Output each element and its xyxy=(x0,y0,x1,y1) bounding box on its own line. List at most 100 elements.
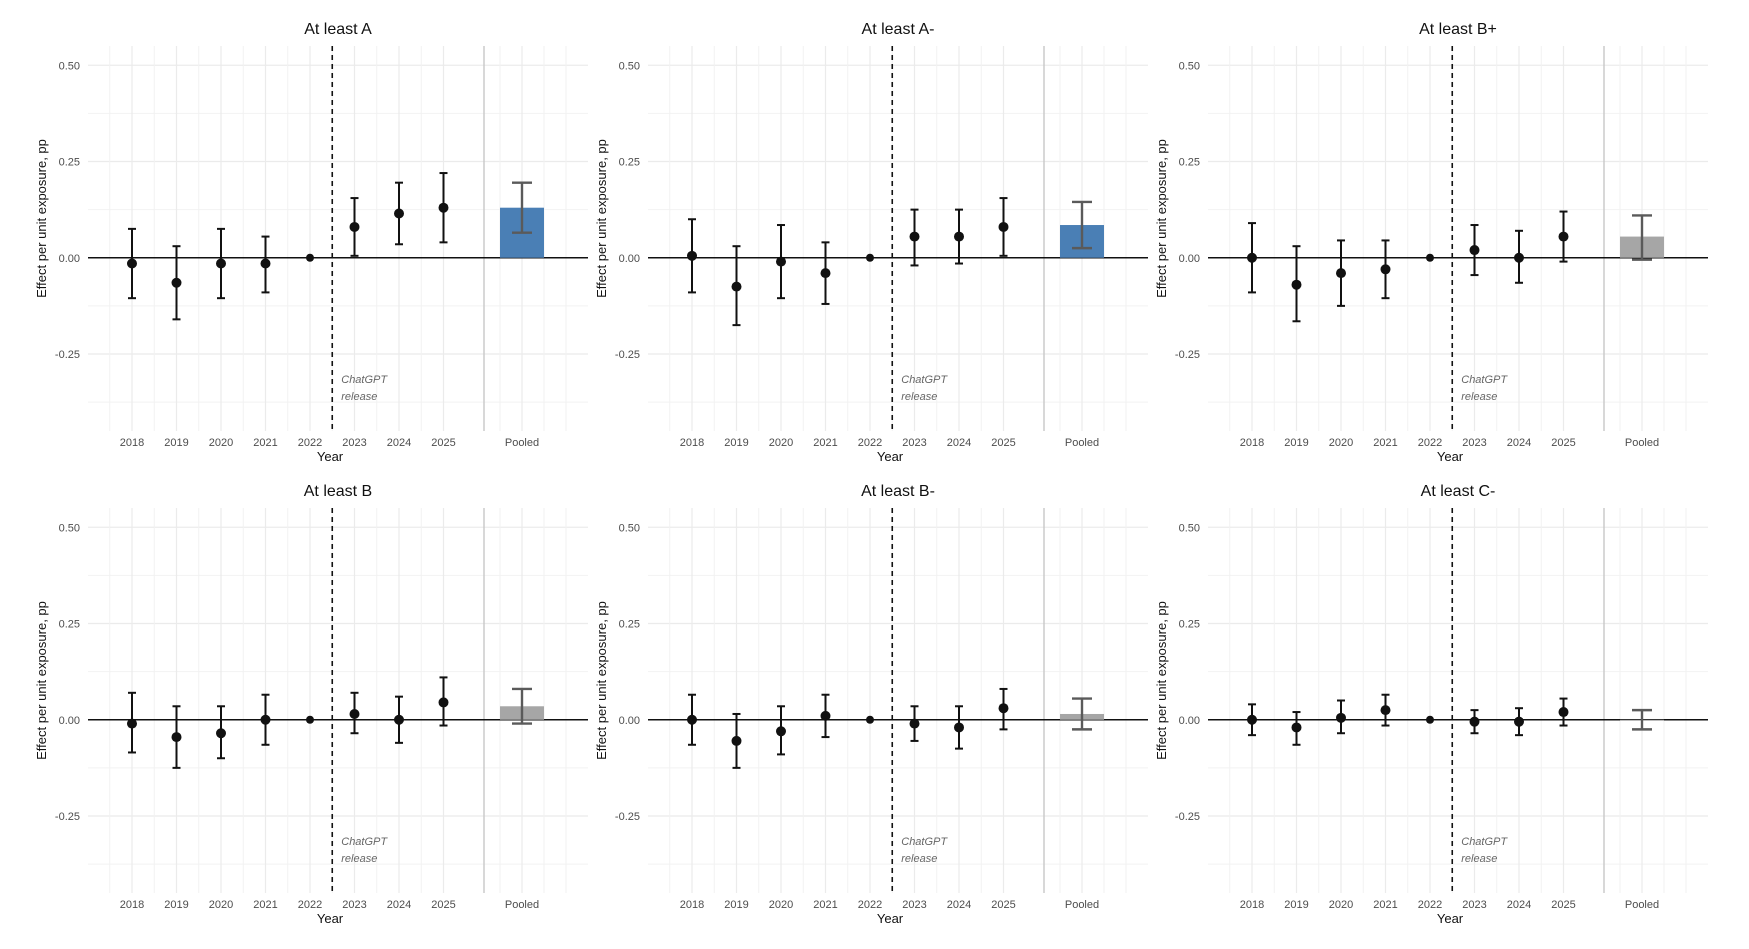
x-tick-label: 2024 xyxy=(387,899,411,911)
x-tick-label: 2019 xyxy=(1284,437,1308,449)
y-tick-label: -0.25 xyxy=(55,349,80,361)
panel-2: At least A- 0.50 0.25 0.00 -0.25 Effect per u… xyxy=(594,21,1148,464)
x-tick-label: 2025 xyxy=(1551,437,1575,449)
point-2022 xyxy=(866,253,874,262)
point-2018 xyxy=(127,718,137,729)
x-tick-label: 2018 xyxy=(680,899,704,911)
point-2021 xyxy=(260,714,271,725)
y-tick-label: 0.00 xyxy=(619,253,640,265)
y-tick-label: -0.25 xyxy=(1175,811,1200,823)
x-tick-label: 2022 xyxy=(298,899,322,911)
annotation-line-1: ChatGPT xyxy=(1461,374,1508,386)
annotation-line-1: ChatGPT xyxy=(341,374,388,386)
point-2024 xyxy=(394,714,404,725)
x-tick-label: 2023 xyxy=(1462,899,1486,911)
x-tick-label: 2022 xyxy=(1418,899,1442,911)
point-2025 xyxy=(998,221,1009,232)
point-2021 xyxy=(820,710,831,721)
y-tick-label: 0.50 xyxy=(619,60,640,72)
x-tick-label: 2020 xyxy=(209,437,233,449)
point-2019 xyxy=(171,732,182,743)
point-2020 xyxy=(216,258,226,269)
y-tick-label: -0.25 xyxy=(1175,349,1200,361)
x-tick-label: 2020 xyxy=(769,437,793,449)
point-2021 xyxy=(820,268,831,279)
annotation-line-2: release xyxy=(901,391,937,403)
point-2023 xyxy=(909,718,920,729)
x-tick-label: 2018 xyxy=(680,437,704,449)
x-tick-label: Pooled xyxy=(505,899,539,911)
x-tick-label: 2022 xyxy=(858,437,882,449)
point-2020 xyxy=(1336,268,1346,279)
y-tick-label: 0.25 xyxy=(619,619,640,631)
point-2023 xyxy=(349,708,360,719)
y-tick-label: 0.00 xyxy=(1179,715,1200,727)
annotation-line-2: release xyxy=(341,853,377,865)
y-tick-label: 0.50 xyxy=(619,522,640,534)
annotation-line-1: ChatGPT xyxy=(901,374,948,386)
x-tick-label: 2021 xyxy=(813,899,837,911)
y-tick-label: 0.50 xyxy=(1179,60,1200,72)
point-2022 xyxy=(306,715,314,724)
x-axis-label: Year xyxy=(877,911,904,926)
x-tick-label: 2022 xyxy=(858,899,882,911)
panel-5: At least B- 0.50 0.25 0.00 -0.25 Effect per u… xyxy=(594,483,1148,926)
x-tick-label: 2019 xyxy=(724,899,748,911)
point-2023 xyxy=(1469,245,1480,256)
x-tick-label: 2023 xyxy=(1462,437,1486,449)
y-tick-label: -0.25 xyxy=(615,811,640,823)
y-tick-label: 0.25 xyxy=(59,157,80,169)
point-2018 xyxy=(687,714,697,725)
point-2019 xyxy=(1291,722,1302,733)
panel-title: At least B+ xyxy=(1419,21,1497,38)
x-tick-label: 2024 xyxy=(1507,899,1531,911)
y-axis-label: Effect per unit exposure, pp xyxy=(1154,139,1169,298)
point-2018 xyxy=(687,250,697,261)
point-2023 xyxy=(349,221,360,232)
point-2024 xyxy=(1514,252,1524,263)
x-tick-label: 2023 xyxy=(342,437,366,449)
point-2022 xyxy=(1426,253,1434,262)
x-tick-label: Pooled xyxy=(1625,899,1659,911)
y-tick-label: 0.25 xyxy=(619,157,640,169)
y-tick-label: 0.00 xyxy=(59,253,80,265)
x-axis-label: Year xyxy=(877,449,904,464)
x-tick-label: 2021 xyxy=(1373,437,1397,449)
point-2021 xyxy=(1380,705,1391,716)
panel-title: At least A xyxy=(304,21,372,38)
x-tick-label: Pooled xyxy=(1065,437,1099,449)
annotation-line-1: ChatGPT xyxy=(901,836,948,848)
x-tick-label: 2024 xyxy=(1507,437,1531,449)
x-tick-label: 2020 xyxy=(209,899,233,911)
x-tick-label: Pooled xyxy=(1625,437,1659,449)
y-tick-label: -0.25 xyxy=(615,349,640,361)
x-tick-label: 2025 xyxy=(431,437,455,449)
panel-title: At least C- xyxy=(1421,483,1496,500)
y-tick-label: 0.50 xyxy=(1179,522,1200,534)
y-axis-label: Effect per unit exposure, pp xyxy=(34,601,49,760)
x-tick-label: 2020 xyxy=(769,899,793,911)
x-tick-label: 2024 xyxy=(947,899,971,911)
y-tick-label: 0.00 xyxy=(59,715,80,727)
x-tick-label: 2020 xyxy=(1329,437,1353,449)
x-tick-label: 2025 xyxy=(991,899,1015,911)
annotation-line-2: release xyxy=(1461,391,1497,403)
point-2022 xyxy=(306,253,314,262)
point-2020 xyxy=(216,728,226,739)
y-tick-label: 0.25 xyxy=(1179,619,1200,631)
point-2021 xyxy=(1380,264,1391,275)
point-2024 xyxy=(954,231,964,242)
x-tick-label: 2021 xyxy=(253,437,277,449)
y-tick-label: 0.00 xyxy=(619,715,640,727)
point-2023 xyxy=(1469,716,1480,727)
y-tick-label: 0.50 xyxy=(59,60,80,72)
x-tick-label: 2019 xyxy=(1284,899,1308,911)
x-tick-label: 2022 xyxy=(298,437,322,449)
point-2025 xyxy=(438,697,449,708)
point-2024 xyxy=(394,208,404,219)
annotation-line-1: ChatGPT xyxy=(341,836,388,848)
x-tick-label: 2021 xyxy=(1373,899,1397,911)
y-axis-label: Effect per unit exposure, pp xyxy=(594,601,609,760)
